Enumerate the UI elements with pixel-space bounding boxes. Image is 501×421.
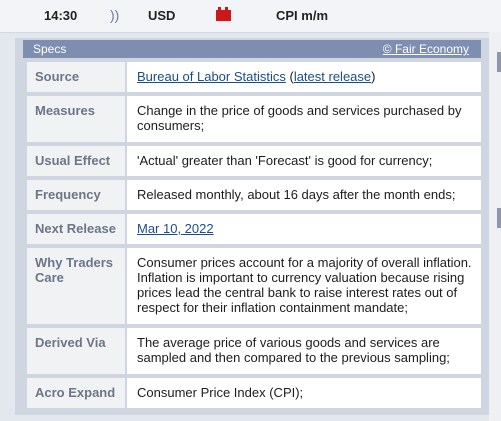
spec-label: Derived Via — [27, 328, 125, 374]
specs-panel-title: Specs — [33, 42, 67, 56]
bureau-of-labor-statistics-link[interactable]: Bureau of Labor Statistics — [137, 69, 286, 84]
spec-row-why-traders-care: Why Traders Care Consumer prices account… — [25, 246, 481, 326]
specs-table: Source Bureau of Labor Statistics (lates… — [25, 60, 481, 410]
event-title[interactable]: CPI m/m — [276, 8, 329, 23]
spec-row-acro-expand: Acro Expand Consumer Price Index (CPI); — [25, 376, 481, 410]
spec-label: Why Traders Care — [27, 248, 125, 324]
next-release-link[interactable]: Mar 10, 2022 — [137, 221, 214, 236]
scrollbar-track[interactable] — [489, 32, 501, 421]
event-currency: USD — [148, 8, 176, 23]
spec-value-text: ) — [371, 69, 376, 84]
spec-value: Change in the price of goods and service… — [127, 96, 481, 142]
spec-row-source: Source Bureau of Labor Statistics (lates… — [25, 60, 481, 94]
spec-value: The average price of various goods and s… — [127, 328, 481, 374]
event-time: 14:30 — [44, 8, 78, 23]
spec-value: Mar 10, 2022 — [127, 214, 481, 244]
spec-label: Measures — [27, 96, 125, 142]
calendar-event-row[interactable]: 14:30 )) USD CPI m/m — [0, 0, 501, 33]
scrollbar-thumb[interactable] — [497, 52, 501, 72]
high-impact-folder-icon — [216, 7, 231, 21]
spec-row-usual-effect: Usual Effect 'Actual' greater than 'Fore… — [25, 144, 481, 178]
sound-icon: )) — [110, 7, 120, 23]
specs-panel-header: Specs © Fair Economy — [23, 40, 481, 58]
specs-panel: Specs © Fair Economy Source Bureau of La… — [15, 38, 489, 415]
spec-value: Released monthly, about 16 days after th… — [127, 180, 481, 210]
latest-release-link[interactable]: latest release — [293, 69, 372, 84]
spec-label: Source — [27, 62, 125, 92]
spec-value: Consumer prices account for a majority o… — [127, 248, 481, 324]
spec-label: Usual Effect — [27, 146, 125, 176]
spec-label: Next Release — [27, 214, 125, 244]
spec-row-derived-via: Derived Via The average price of various… — [25, 326, 481, 376]
spec-row-next-release: Next Release Mar 10, 2022 — [25, 212, 481, 246]
spec-label: Acro Expand — [27, 378, 125, 408]
spec-value: Consumer Price Index (CPI); — [127, 378, 481, 408]
spec-label: Frequency — [27, 180, 125, 210]
spec-value-text: ( — [285, 69, 294, 84]
spec-row-frequency: Frequency Released monthly, about 16 day… — [25, 178, 481, 212]
scrollbar-marker — [497, 208, 501, 228]
spec-value: 'Actual' greater than 'Forecast' is good… — [127, 146, 481, 176]
fair-economy-link[interactable]: © Fair Economy — [382, 42, 469, 56]
spec-value: Bureau of Labor Statistics (latest relea… — [127, 62, 481, 92]
spec-row-measures: Measures Change in the price of goods an… — [25, 94, 481, 144]
